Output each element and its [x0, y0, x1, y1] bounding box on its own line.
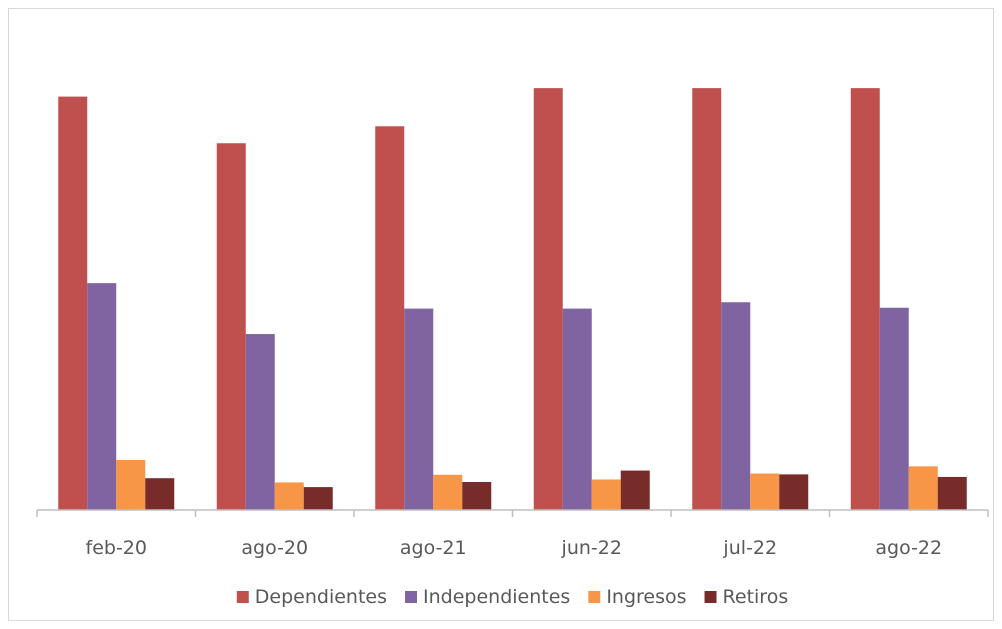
bar-independientes-ago-21 [404, 308, 434, 510]
legend-swatch-ingresos [588, 591, 601, 603]
chart-frame [8, 8, 994, 621]
x-tick-label: ago-20 [241, 537, 308, 559]
bar-retiros-feb-20 [145, 478, 175, 510]
bar-independientes-jul-22 [721, 302, 751, 510]
bar-dependientes-jun-22 [533, 88, 563, 511]
bar-independientes-ago-20 [245, 334, 275, 510]
bar-ingresos-jul-22 [750, 473, 780, 510]
x-axis-labels: feb-20 ago-20 ago-21 jun-22 jul-22 ago-22 [86, 537, 943, 559]
legend: Dependientes Independientes Ingresos Retiro… [236, 586, 789, 608]
bar-ingresos-ago-21 [433, 474, 463, 510]
bar-dependientes-ago-20 [216, 143, 246, 511]
legend-label-independientes: Independientes [423, 586, 570, 608]
legend-label-dependientes: Dependientes [255, 586, 387, 608]
legend-label-ingresos: Ingresos [606, 586, 686, 608]
bar-independientes-feb-20 [87, 283, 117, 510]
bar-retiros-jun-22 [620, 470, 650, 510]
bars-layer [58, 88, 967, 511]
bar-dependientes-feb-20 [58, 96, 88, 510]
bar-retiros-ago-20 [303, 487, 333, 510]
x-tick-label: jul-22 [722, 537, 777, 559]
bar-retiros-ago-21 [462, 482, 492, 510]
x-tick-label: ago-22 [875, 537, 942, 559]
x-tick-label: feb-20 [86, 537, 147, 559]
x-tick-label: jun-22 [561, 537, 622, 559]
bar-independientes-ago-22 [879, 307, 909, 510]
bar-dependientes-ago-22 [850, 88, 880, 511]
bar-independientes-jun-22 [562, 308, 592, 510]
bar-dependientes-jul-22 [692, 88, 722, 511]
bar-ingresos-ago-20 [274, 482, 304, 510]
bar-retiros-ago-22 [937, 476, 967, 510]
bar-ingresos-ago-22 [908, 466, 938, 510]
x-axis-ticks [36, 510, 989, 517]
bar-ingresos-jun-22 [591, 479, 621, 510]
x-tick-label: ago-21 [400, 537, 467, 559]
bar-retiros-jul-22 [779, 474, 809, 510]
legend-swatch-independientes [405, 591, 418, 603]
legend-swatch-dependientes [236, 591, 249, 603]
bar-ingresos-feb-20 [116, 459, 146, 510]
legend-swatch-retiros [704, 591, 717, 603]
legend-label-retiros: Retiros [723, 586, 789, 608]
bar-dependientes-ago-21 [375, 126, 405, 510]
